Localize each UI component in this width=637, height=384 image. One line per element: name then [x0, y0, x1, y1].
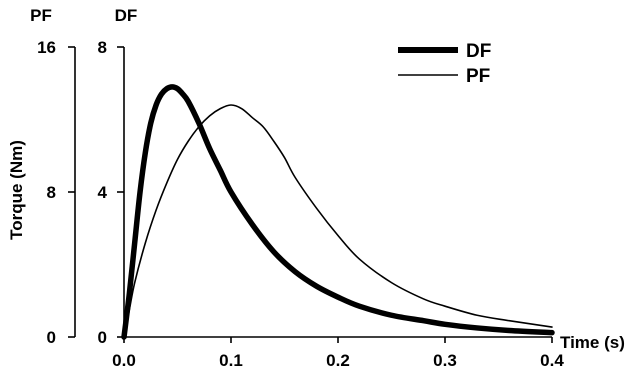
df-tick-label: 0	[98, 328, 107, 347]
ticks-layer: 0.0 0.1 0.2 0.3 0.4 0 8 16 0 4 8	[37, 38, 564, 370]
x-tick-label: 0.0	[112, 351, 136, 370]
df-tick-label: 4	[98, 183, 108, 202]
series-line-pf	[123, 104, 553, 338]
x-axis-title: Time (s)	[560, 333, 625, 352]
legend-label-df: DF	[466, 41, 491, 62]
legend-label-pf: PF	[466, 66, 490, 87]
x-tick-label: 0.2	[326, 351, 350, 370]
x-tick-label: 0.4	[540, 351, 564, 370]
x-tick-label: 0.3	[433, 351, 457, 370]
pf-tick-label: 16	[37, 38, 56, 57]
pf-axis-header: PF	[30, 6, 52, 25]
pf-tick-label: 8	[47, 183, 56, 202]
pf-tick-label: 0	[47, 328, 56, 347]
df-axis-header: DF	[115, 6, 138, 25]
series-layer	[121, 84, 555, 340]
df-tick-label: 8	[98, 38, 107, 57]
series-line-df	[121, 84, 555, 340]
legend: DF PF	[398, 41, 491, 87]
x-tick-label: 0.1	[219, 351, 243, 370]
y-axis-title: Torque (Nm)	[7, 140, 26, 240]
